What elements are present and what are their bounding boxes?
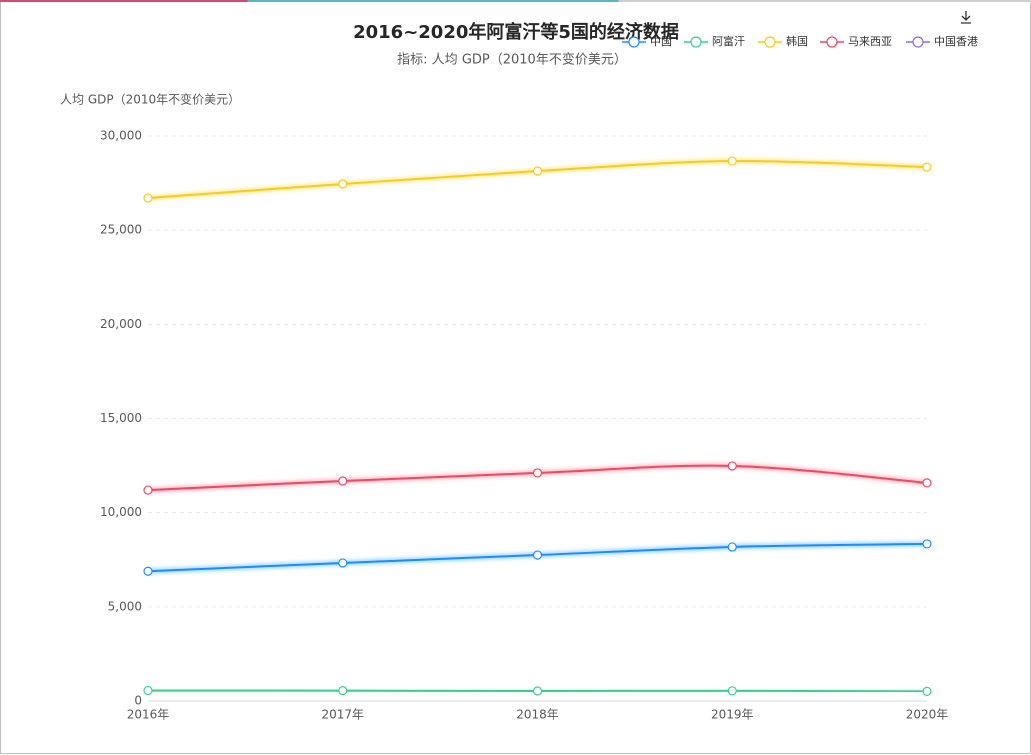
x-tick-label: 2019年	[711, 708, 754, 722]
top-bar	[0, 0, 1031, 2]
chart-title: 2016~2020年阿富汗等5国的经济数据	[353, 21, 679, 43]
data-point	[143, 485, 153, 495]
data-point	[338, 558, 348, 568]
data-point	[143, 193, 153, 203]
legend-marker	[826, 36, 838, 48]
y-axis-label: 人均 GDP（2010年不变价美元）	[60, 92, 240, 107]
y-tick-label: 5,000	[108, 599, 142, 613]
data-point	[727, 461, 737, 471]
data-point	[727, 542, 737, 552]
legend-label: 马来西亚	[848, 35, 892, 48]
legend-label: 中国	[650, 35, 672, 48]
x-tick-label: 2020年	[906, 708, 949, 722]
data-point	[922, 539, 932, 549]
y-tick-label: 30,000	[100, 129, 142, 143]
data-point	[143, 566, 153, 576]
y-tick-label: 20,000	[100, 317, 142, 331]
y-tick-label: 15,000	[100, 411, 142, 425]
data-point	[922, 686, 932, 696]
y-tick-label: 25,000	[100, 223, 142, 237]
data-point	[727, 156, 737, 166]
legend-item: 中国香港	[906, 35, 978, 48]
data-point	[532, 550, 543, 560]
legend-label: 韩国	[786, 34, 808, 48]
x-tick-label: 2017年	[321, 708, 364, 722]
data-point	[532, 468, 543, 478]
data-point	[532, 686, 543, 696]
legend-label: 阿富汗	[712, 34, 745, 48]
legend-marker	[764, 36, 776, 48]
legend-item: 中国	[622, 35, 672, 48]
legend-item: 马来西亚	[820, 35, 892, 48]
legend-item: 韩国	[758, 34, 808, 48]
data-point	[727, 686, 737, 696]
legend-marker	[628, 36, 640, 48]
legend-label: 中国香港	[934, 35, 978, 48]
legend-item: 阿富汗	[684, 34, 745, 48]
x-tick-label: 2016年	[127, 708, 170, 722]
x-tick-label: 2018年	[516, 708, 559, 722]
data-point	[922, 162, 932, 172]
data-point	[338, 179, 348, 189]
data-point	[532, 166, 543, 176]
data-point	[143, 685, 153, 696]
legend-marker	[690, 36, 702, 48]
legend-marker	[912, 36, 924, 48]
data-point	[338, 686, 348, 696]
data-point	[922, 478, 932, 488]
download-button[interactable]	[961, 11, 971, 24]
download-icon[interactable]	[961, 11, 971, 24]
y-tick-label: 10,000	[100, 505, 142, 519]
chart-subtitle: 指标: 人均 GDP（2010年不变价美元）	[397, 52, 627, 68]
data-point	[338, 476, 348, 486]
y-tick-label: 0	[134, 694, 142, 708]
